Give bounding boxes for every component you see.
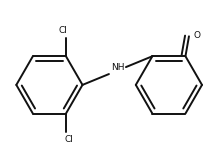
Text: Cl: Cl <box>59 26 68 35</box>
Text: Cl: Cl <box>64 135 73 144</box>
Text: O: O <box>194 31 200 40</box>
Text: NH: NH <box>111 63 124 72</box>
